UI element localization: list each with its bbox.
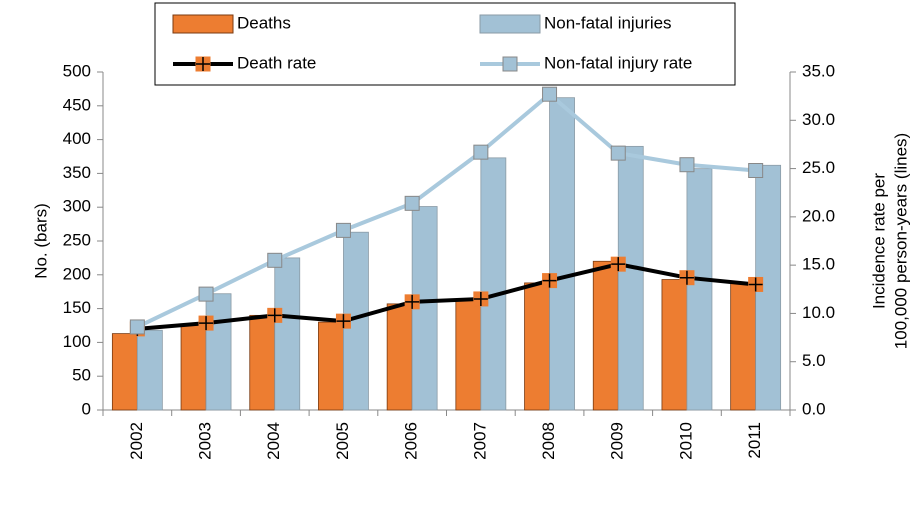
- y-tick-label: 250: [63, 230, 91, 249]
- legend-label: Deaths: [237, 13, 291, 32]
- bar: [686, 168, 713, 411]
- marker: [610, 145, 626, 161]
- marker-cross: [679, 270, 694, 285]
- y-tick-label: 150: [63, 298, 91, 317]
- marker: [679, 157, 695, 173]
- x-tick-label: 2009: [608, 422, 627, 460]
- y2-axis-title: 100,000 person-years (lines): [891, 133, 910, 349]
- y-tick-label: 100: [63, 332, 91, 351]
- marker: [335, 222, 351, 238]
- marker-cross: [473, 291, 488, 306]
- legend-box: [154, 2, 736, 86]
- y-tick-label: 50: [72, 366, 91, 385]
- marker-cross: [542, 273, 557, 288]
- y2-tick-label: 5.0: [802, 351, 826, 370]
- bar: [386, 303, 413, 411]
- marker: [267, 252, 283, 268]
- marker: [473, 144, 489, 160]
- x-tick-label: 2005: [333, 422, 352, 460]
- marker-cross: [611, 257, 626, 272]
- y2-tick-label: 35.0: [802, 61, 835, 80]
- legend-label: Non-fatal injuries: [544, 13, 672, 32]
- legend-label: Death rate: [237, 53, 316, 72]
- y-tick-label: 450: [63, 95, 91, 114]
- x-tick-label: 2007: [470, 422, 489, 460]
- marker: [404, 195, 420, 211]
- y-tick-label: 350: [63, 163, 91, 182]
- legend-swatch: [479, 14, 541, 34]
- bar: [318, 321, 344, 411]
- line: [136, 91, 756, 329]
- y-axis-title: No. (bars): [31, 203, 50, 279]
- y2-tick-label: 10.0: [802, 303, 835, 322]
- marker-cross: [405, 294, 420, 309]
- bar: [455, 300, 482, 411]
- legend-marker-cross: [196, 57, 210, 71]
- y2-tick-label: 25.0: [802, 158, 835, 177]
- bar: [180, 323, 207, 411]
- y-tick-label: 300: [63, 197, 91, 216]
- y-tick-label: 0: [82, 399, 91, 418]
- marker: [542, 86, 558, 102]
- bar: [524, 282, 550, 411]
- marker-cross: [748, 277, 763, 292]
- y2-axis-title: Incidence rate per: [869, 173, 888, 309]
- marker: [129, 319, 145, 335]
- y2-tick-label: 30.0: [802, 110, 835, 129]
- bar: [205, 293, 232, 411]
- marker-cross: [267, 308, 282, 323]
- marker: [198, 286, 214, 302]
- x-tick-label: 2008: [539, 422, 558, 460]
- x-tick-label: 2010: [676, 422, 695, 460]
- x-tick-label: 2004: [264, 422, 283, 460]
- bar: [730, 283, 757, 411]
- bar: [136, 329, 163, 411]
- y2-tick-label: 15.0: [802, 255, 835, 274]
- bar: [111, 333, 138, 411]
- y2-tick-label: 0.0: [802, 399, 826, 418]
- x-tick-label: 2003: [196, 422, 215, 460]
- legend-label: Non-fatal injury rate: [544, 53, 692, 72]
- bar: [592, 260, 619, 411]
- y-tick-label: 200: [63, 264, 91, 283]
- marker-cross: [336, 314, 351, 329]
- bar: [480, 157, 507, 411]
- y2-tick-label: 20.0: [802, 206, 835, 225]
- x-tick-label: 2011: [745, 422, 764, 459]
- bar: [661, 279, 688, 411]
- bar: [549, 97, 575, 411]
- bar: [249, 314, 276, 411]
- legend-swatch: [172, 14, 234, 34]
- y-tick-label: 400: [63, 129, 91, 148]
- y-tick-label: 500: [63, 61, 91, 80]
- bar: [617, 145, 644, 411]
- x-tick-label: 2006: [402, 422, 421, 460]
- line: [137, 262, 756, 331]
- legend-marker: [502, 56, 518, 72]
- bar: [274, 257, 301, 411]
- marker-cross: [199, 316, 214, 331]
- marker: [748, 163, 764, 179]
- x-tick-label: 2002: [127, 422, 146, 460]
